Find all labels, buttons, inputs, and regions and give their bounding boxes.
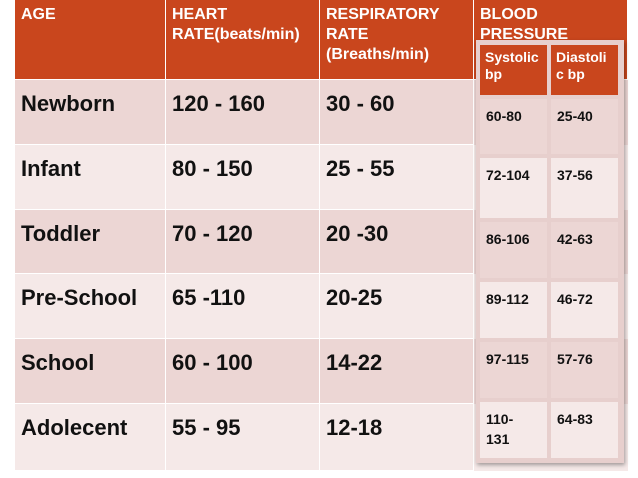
header-age: AGE	[15, 0, 166, 80]
age-cell: Newborn	[15, 80, 166, 145]
diastolic-cell: 42-63	[551, 222, 618, 278]
heart-rate-cell: 120 - 160	[166, 80, 320, 145]
age-cell: School	[15, 339, 166, 404]
systolic-cell: 97-115	[480, 342, 547, 398]
header-diastolic: Diastoli c bp	[551, 45, 618, 95]
blood-pressure-subtable: Systolic bp Diastoli c bp 60-80 25-40 72…	[476, 40, 624, 463]
age-cell: Toddler	[15, 210, 166, 274]
respiratory-rate-cell: 20-25	[320, 274, 474, 339]
header-systolic: Systolic bp	[480, 45, 547, 95]
header-heart-rate: HEART RATE(beats/min)	[166, 0, 320, 80]
respiratory-rate-cell: 20 -30	[320, 210, 474, 274]
systolic-cell: 72-104	[480, 158, 547, 218]
respiratory-rate-cell: 25 - 55	[320, 145, 474, 210]
respiratory-rate-cell: 30 - 60	[320, 80, 474, 145]
systolic-cell: 86-106	[480, 222, 547, 278]
heart-rate-cell: 70 - 120	[166, 210, 320, 274]
age-cell: Adolecent	[15, 404, 166, 471]
diastolic-cell: 25-40	[551, 99, 618, 154]
heart-rate-cell: 55 - 95	[166, 404, 320, 471]
systolic-cell: 110- 131	[480, 402, 547, 458]
heart-rate-cell: 60 - 100	[166, 339, 320, 404]
heart-rate-cell: 80 - 150	[166, 145, 320, 210]
age-cell: Infant	[15, 145, 166, 210]
age-cell: Pre-School	[15, 274, 166, 339]
diastolic-cell: 37-56	[551, 158, 618, 218]
heart-rate-cell: 65 -110	[166, 274, 320, 339]
respiratory-rate-cell: 12-18	[320, 404, 474, 471]
diastolic-cell: 64-83	[551, 402, 618, 458]
diastolic-cell: 46-72	[551, 282, 618, 338]
systolic-cell: 89-112	[480, 282, 547, 338]
systolic-cell: 60-80	[480, 99, 547, 154]
respiratory-rate-cell: 14-22	[320, 339, 474, 404]
diastolic-cell: 57-76	[551, 342, 618, 398]
header-respiratory-rate: RESPIRATORY RATE (Breaths/min)	[320, 0, 474, 80]
